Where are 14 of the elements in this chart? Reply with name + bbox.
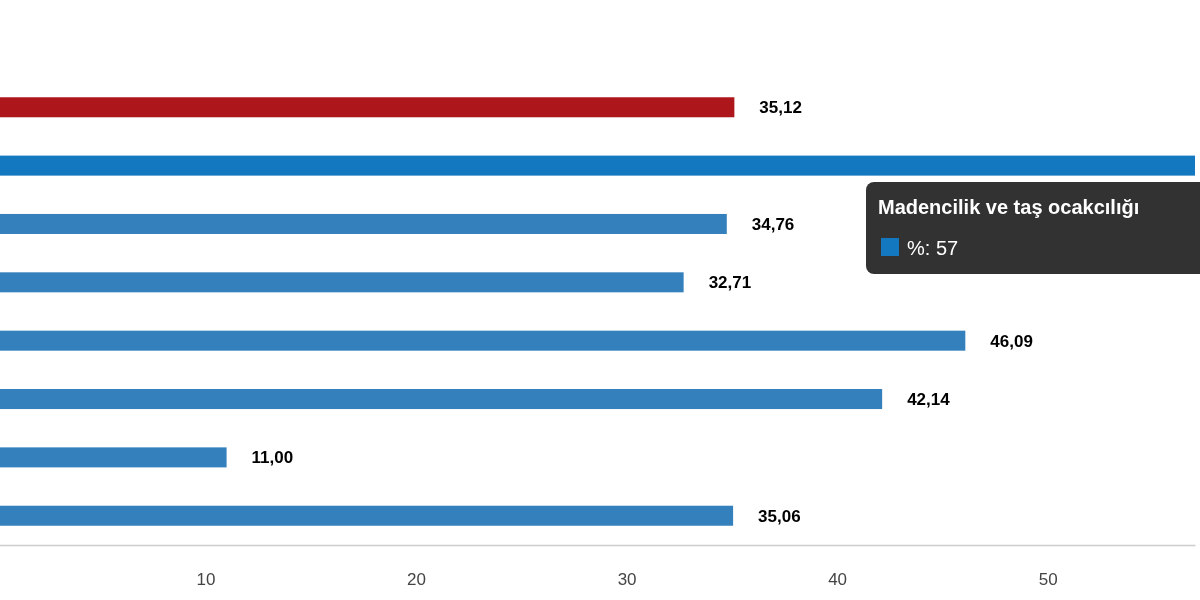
x-tick-label: 30 [617,570,637,590]
data-label: 42,14 [907,390,951,410]
annotation: %: 57 [907,237,959,259]
data-label: 46,09 [990,331,1033,351]
data-label: 34,76 [751,214,795,234]
x-tick-label: 40 [828,570,848,590]
data-label: 11,00 [251,448,294,468]
data-label: 35,12 [759,98,802,118]
annotation: Madencilik ve taş ocakcılığı [878,196,1140,218]
data-label: 32,71 [708,273,752,293]
x-tick-label: 10 [196,570,216,590]
x-tick-label: 50 [1038,570,1058,590]
x-tick-label: 20 [407,570,427,590]
data-label: 35,06 [758,506,801,526]
